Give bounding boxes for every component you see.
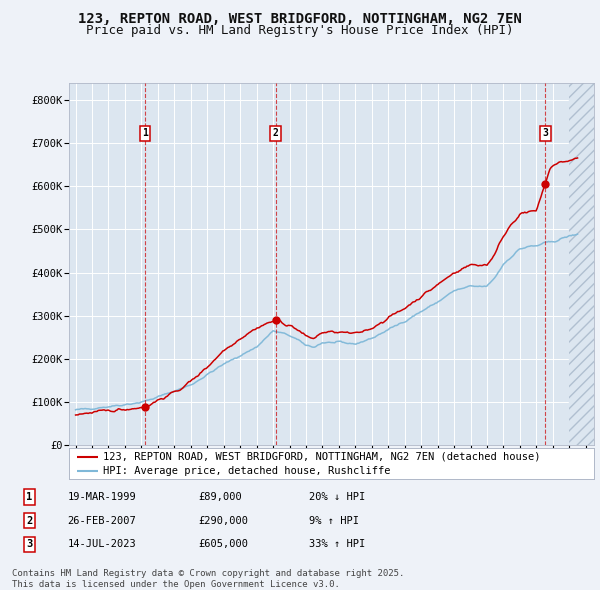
Text: 9% ↑ HPI: 9% ↑ HPI: [309, 516, 359, 526]
Text: 2: 2: [272, 129, 278, 139]
Text: 3: 3: [26, 539, 32, 549]
Text: 14-JUL-2023: 14-JUL-2023: [67, 539, 136, 549]
Text: 26-FEB-2007: 26-FEB-2007: [67, 516, 136, 526]
Text: 3: 3: [542, 129, 548, 139]
Text: HPI: Average price, detached house, Rushcliffe: HPI: Average price, detached house, Rush…: [103, 467, 391, 476]
Text: £290,000: £290,000: [198, 516, 248, 526]
Bar: [569, 83, 594, 445]
Text: £605,000: £605,000: [198, 539, 248, 549]
Text: 1: 1: [26, 492, 32, 502]
Text: 19-MAR-1999: 19-MAR-1999: [67, 492, 136, 502]
Text: 123, REPTON ROAD, WEST BRIDGFORD, NOTTINGHAM, NG2 7EN: 123, REPTON ROAD, WEST BRIDGFORD, NOTTIN…: [78, 12, 522, 26]
Text: 1: 1: [142, 129, 148, 139]
Text: Price paid vs. HM Land Registry's House Price Index (HPI): Price paid vs. HM Land Registry's House …: [86, 24, 514, 37]
Text: 123, REPTON ROAD, WEST BRIDGFORD, NOTTINGHAM, NG2 7EN (detached house): 123, REPTON ROAD, WEST BRIDGFORD, NOTTIN…: [103, 452, 541, 462]
Bar: [569, 83, 594, 445]
Text: 2: 2: [26, 516, 32, 526]
Text: £89,000: £89,000: [198, 492, 242, 502]
Text: 20% ↓ HPI: 20% ↓ HPI: [309, 492, 365, 502]
Text: Contains HM Land Registry data © Crown copyright and database right 2025.
This d: Contains HM Land Registry data © Crown c…: [12, 569, 404, 589]
Text: 33% ↑ HPI: 33% ↑ HPI: [309, 539, 365, 549]
